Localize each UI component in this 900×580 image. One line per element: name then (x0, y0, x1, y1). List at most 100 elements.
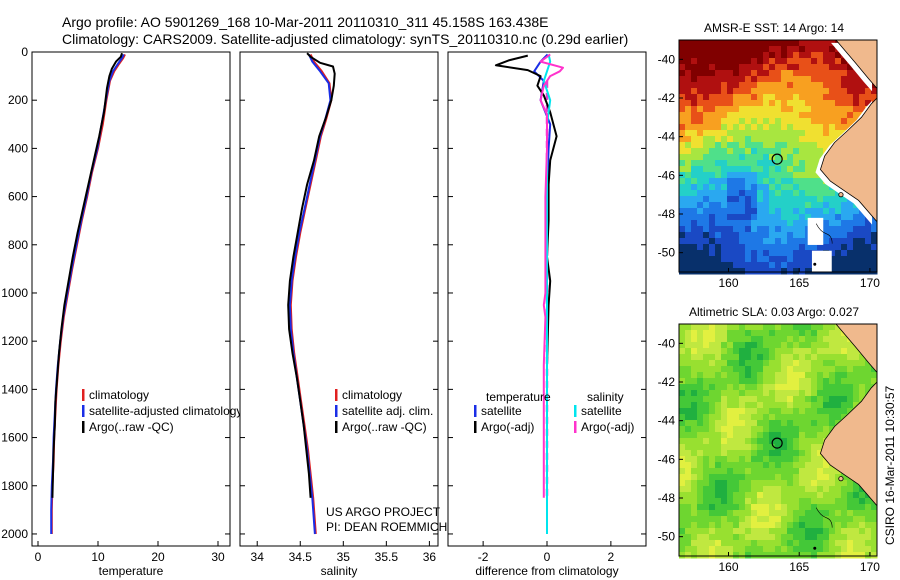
heatmap-cell (811, 40, 818, 47)
heatmap-cell (721, 52, 728, 59)
heatmap-cell (691, 250, 698, 257)
heatmap-cell (763, 142, 770, 149)
heatmap-cell (769, 238, 776, 245)
heatmap-cell (769, 486, 776, 493)
heatmap-cell (781, 522, 788, 529)
heatmap-cell (739, 238, 746, 245)
heatmap-cell (817, 444, 824, 451)
heatmap-cell (739, 40, 746, 47)
heatmap-cell (763, 450, 770, 457)
heatmap-cell (853, 486, 860, 493)
heatmap-cell (859, 226, 866, 233)
heatmap-cell (847, 396, 854, 403)
heatmap-cell (709, 82, 716, 89)
heatmap-cell (745, 438, 752, 445)
heatmap-cell (733, 52, 740, 59)
heatmap-cell (703, 202, 710, 209)
heatmap-cell (679, 444, 686, 451)
heatmap-cell (715, 82, 722, 89)
heatmap-cell (745, 268, 752, 275)
heatmap-cell (703, 250, 710, 257)
legend-swatch (574, 405, 577, 417)
heatmap-cell (751, 148, 758, 155)
heatmap-cell (739, 106, 746, 113)
heatmap-cell (805, 378, 812, 385)
heatmap-cell (697, 244, 704, 251)
heatmap-cell (763, 88, 770, 95)
heatmap-cell (745, 130, 752, 137)
heatmap-cell (721, 468, 728, 475)
series-line-temperature-argo-adj- (494, 54, 558, 498)
y-tick-label: 1400 (1, 382, 28, 396)
heatmap-cell (817, 58, 824, 65)
heatmap-cell (721, 124, 728, 131)
x-tick-label: 34.5 (289, 550, 313, 564)
heatmap-cell (817, 244, 824, 251)
heatmap-cell (703, 142, 710, 149)
heatmap-cell (709, 256, 716, 263)
heatmap-cell (805, 504, 812, 511)
heatmap-cell (781, 372, 788, 379)
heatmap-cell (847, 64, 854, 71)
heatmap-cell (757, 268, 764, 275)
heatmap-cell (739, 250, 746, 257)
heatmap-cell (811, 348, 818, 355)
heatmap-cell (703, 100, 710, 107)
heatmap-cell (697, 148, 704, 155)
heatmap-cell (769, 498, 776, 505)
heatmap-cell (793, 178, 800, 185)
heatmap-cell (847, 480, 854, 487)
heatmap-cell (679, 232, 686, 239)
heatmap-cell (703, 426, 710, 433)
heatmap-cell (739, 402, 746, 409)
heatmap-cell (859, 250, 866, 257)
heatmap-cell (703, 40, 710, 47)
heatmap-cell (727, 474, 734, 481)
heatmap-cell (793, 390, 800, 397)
plot-frame (31, 51, 231, 547)
heatmap-cell (691, 516, 698, 523)
heatmap-cell (775, 142, 782, 149)
heatmap-cell (691, 432, 698, 439)
heatmap-cell (847, 88, 854, 95)
heatmap-cell (847, 244, 854, 251)
heatmap-cell (733, 354, 740, 361)
heatmap-cell (697, 46, 704, 53)
heatmap-cell (697, 52, 704, 59)
heatmap-cell (685, 58, 692, 65)
heatmap-cell (685, 64, 692, 71)
heatmap-cell (721, 76, 728, 83)
heatmap-cell (859, 540, 866, 547)
heatmap-cell (817, 546, 824, 553)
heatmap-cell (817, 480, 824, 487)
heatmap-cell (847, 366, 854, 373)
heatmap-cell (739, 136, 746, 143)
heatmap-cell (865, 232, 872, 239)
heatmap-cell (739, 408, 746, 415)
heatmap-cell (781, 208, 788, 215)
heatmap-cell (853, 516, 860, 523)
heatmap-cell (703, 124, 710, 131)
heatmap-cell (679, 196, 686, 203)
heatmap-cell (727, 112, 734, 119)
heatmap-cell (775, 504, 782, 511)
y-tick-label: 600 (8, 190, 28, 204)
heatmap-cell (691, 510, 698, 517)
heatmap-cell (727, 522, 734, 529)
heatmap-cell (679, 220, 686, 227)
heatmap-cell (817, 342, 824, 349)
heatmap-cell (829, 196, 836, 203)
heatmap-cell (679, 214, 686, 221)
heatmap-cell (793, 232, 800, 239)
land-group (807, 40, 877, 272)
heatmap-cell (811, 444, 818, 451)
y-tick-label: -44 (658, 414, 676, 428)
heatmap-cell (697, 366, 704, 373)
heatmap-cell (697, 40, 704, 47)
heatmap-cell (793, 456, 800, 463)
x-tick-label: 170 (860, 560, 880, 574)
heatmap-cell (715, 100, 722, 107)
heatmap-cell (793, 516, 800, 523)
heatmap-cell (703, 384, 710, 391)
heatmap-cell (727, 46, 734, 53)
